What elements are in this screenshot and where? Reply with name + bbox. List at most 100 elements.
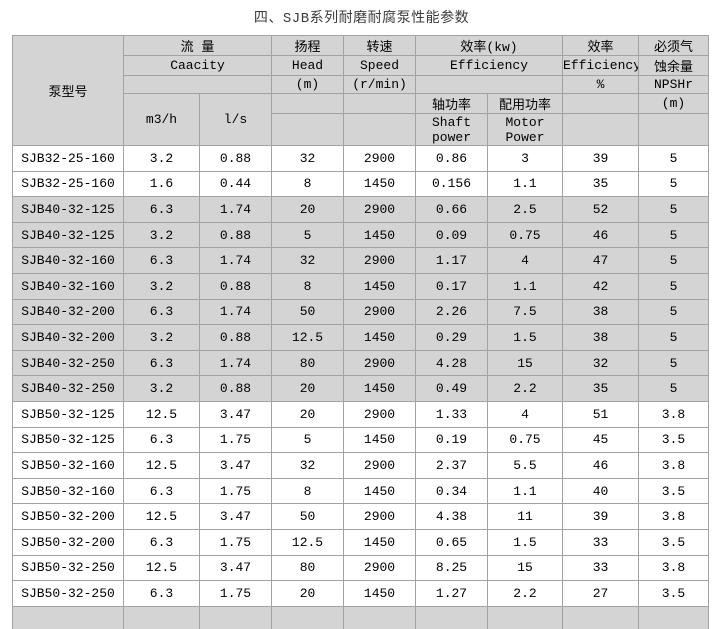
value-cell: 2900 [343, 554, 416, 582]
value-cell: 0.34 [415, 477, 488, 505]
pump-model-cell: SJB32-25-160 [12, 170, 124, 198]
value-cell [271, 605, 344, 629]
value-cell: 3.8 [638, 554, 709, 582]
value-cell: 32 [562, 349, 639, 377]
header-empty-cell [271, 93, 344, 114]
value-cell: 3.47 [199, 400, 272, 428]
table-row: SJB50-32-200 12.5 3.47 50 2900 4.38 11 39 3.8 [12, 503, 709, 530]
value-cell: 1450 [343, 426, 416, 454]
value-cell: 0.19 [415, 426, 488, 454]
value-cell: 20 [271, 400, 344, 428]
table-row: SJB50-32-250 6.3 1.75 20 1450 1.27 2.2 27 3.5 [12, 580, 709, 607]
value-cell: 1.27 [415, 580, 488, 607]
value-cell: 3.8 [638, 452, 709, 479]
value-cell: 0.156 [415, 170, 488, 198]
header-shaft-power-cn: 轴功率 [415, 93, 488, 114]
value-cell: 1.74 [199, 247, 272, 274]
value-cell: 2.5 [487, 196, 563, 223]
header-pump-model: 泵型号 [12, 35, 124, 146]
value-cell: 27 [562, 580, 639, 607]
value-cell: 5 [638, 170, 709, 198]
header-row-sub-en: Shaft power Motor Power [13, 113, 709, 146]
value-cell: 3.47 [199, 503, 272, 530]
pump-model-cell: SJB50-32-160 [12, 452, 124, 479]
header-shaft-power-en-line2: power [431, 129, 471, 145]
value-cell: 4.38 [415, 503, 488, 530]
value-cell: 12.5 [123, 452, 200, 479]
header-shaft-power-en: Shaft power [415, 113, 488, 146]
value-cell: 1.6 [123, 170, 200, 198]
value-cell: 0.29 [415, 324, 488, 351]
value-cell [415, 605, 488, 629]
value-cell: 32 [271, 247, 344, 274]
value-cell: 12.5 [123, 554, 200, 582]
value-cell: 32 [271, 452, 344, 479]
header-efficiency-en: Efficiency [562, 55, 639, 76]
value-cell: 47 [562, 247, 639, 274]
value-cell: 1.74 [199, 196, 272, 223]
table-row: SJB50-32-250 12.5 3.47 80 2900 8.25 15 33 3.8 [12, 554, 709, 582]
value-cell: 1450 [343, 170, 416, 198]
header-empty-cell [562, 93, 639, 114]
value-cell: 42 [562, 272, 639, 300]
header-empty-cell [415, 75, 563, 94]
value-cell: 20 [271, 580, 344, 607]
value-cell: 0.88 [199, 375, 272, 402]
value-cell: 6.3 [123, 247, 200, 274]
value-cell: 12.5 [271, 324, 344, 351]
pump-model-cell: SJB32-25-160 [12, 145, 124, 172]
table-row: SJB40-32-125 6.3 1.74 20 2900 0.66 2.5 52 5 [12, 196, 709, 223]
value-cell: 5 [638, 247, 709, 274]
header-speed-en: Speed [343, 55, 416, 76]
value-cell: 5 [638, 298, 709, 326]
page-title: 四、SJB系列耐磨耐腐泵性能参数 [253, 11, 470, 27]
table-row: SJB50-32-160 12.5 3.47 32 2900 2.37 5.5 46 3.8 [12, 452, 709, 479]
value-cell: 3.5 [638, 580, 709, 607]
value-cell: 2.37 [415, 452, 488, 479]
value-cell: 6.3 [123, 196, 200, 223]
table-row: SJB40-32-200 3.2 0.88 12.5 1450 0.29 1.5 38 5 [12, 324, 709, 351]
value-cell: 0.17 [415, 272, 488, 300]
value-cell: 0.88 [199, 272, 272, 300]
value-cell: 0.86 [415, 145, 488, 172]
value-cell: 0.75 [487, 221, 563, 249]
value-cell: 4 [487, 247, 563, 274]
value-cell: 2900 [343, 503, 416, 530]
value-cell: 0.88 [199, 221, 272, 249]
value-cell: 1450 [343, 221, 416, 249]
value-cell: 0.66 [415, 196, 488, 223]
value-cell: 1450 [343, 324, 416, 351]
value-cell: 0.88 [199, 145, 272, 172]
value-cell: 1450 [343, 272, 416, 300]
value-cell [123, 605, 200, 629]
pump-model-cell: SJB40-32-200 [12, 324, 124, 351]
value-cell: 50 [271, 503, 344, 530]
header-row-en: Caacity Head Speed Efficiency Efficiency… [13, 55, 709, 76]
header-efficiency-unit: % [562, 75, 639, 94]
table-row: SJB40-32-250 3.2 0.88 20 1450 0.49 2.2 35 5 [12, 375, 709, 402]
value-cell: 1450 [343, 375, 416, 402]
header-empty-cell [343, 113, 416, 146]
value-cell: 8.25 [415, 554, 488, 582]
table-row: SJB40-32-125 3.2 0.88 5 1450 0.09 0.75 46 5 [12, 221, 709, 249]
value-cell: 2900 [343, 247, 416, 274]
pump-performance-table: 泵型号 流 量 扬程 转速 效率(kw) 效率 必须气 Caacity Head… [12, 35, 709, 629]
value-cell: 8 [271, 272, 344, 300]
value-cell: 5 [271, 221, 344, 249]
value-cell: 0.88 [199, 324, 272, 351]
value-cell: 51 [562, 400, 639, 428]
table-row: SJB50-32-160 6.3 1.75 8 1450 0.34 1.1 40 3.5 [12, 477, 709, 505]
value-cell: 1.75 [199, 580, 272, 607]
value-cell: 3.5 [638, 528, 709, 556]
value-cell: 0.65 [415, 528, 488, 556]
value-cell: 1.74 [199, 298, 272, 326]
header-npsh-cn-line1: 必须气 [638, 35, 709, 56]
value-cell: 1450 [343, 528, 416, 556]
value-cell: 38 [562, 324, 639, 351]
value-cell: 6.3 [123, 298, 200, 326]
value-cell: 32 [271, 145, 344, 172]
value-cell: 1.33 [415, 400, 488, 428]
partial-table-row [12, 605, 709, 629]
header-head-cn: 扬程 [271, 35, 344, 56]
